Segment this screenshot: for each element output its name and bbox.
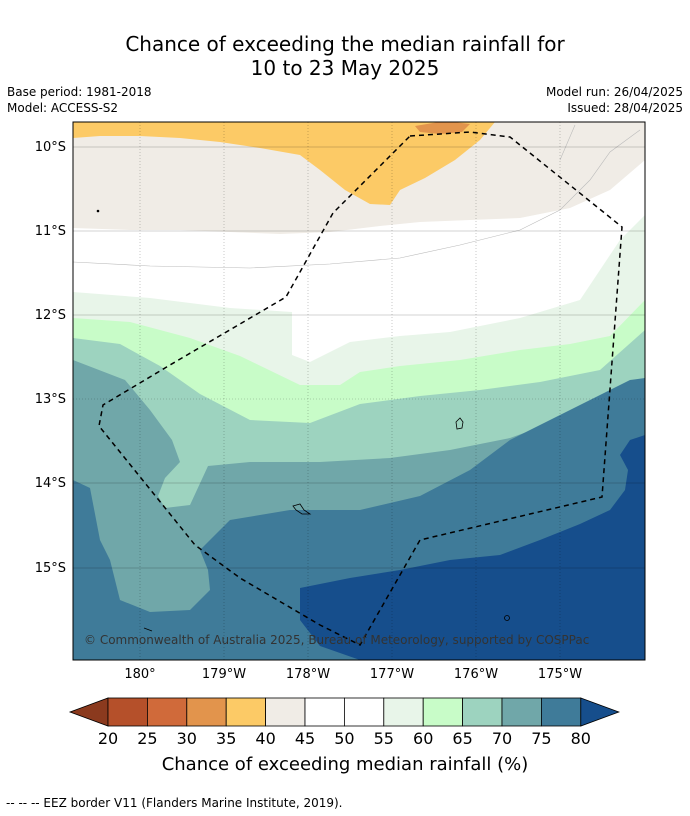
colorbar: 20 25 30 35 40 45 50 55 60 65 70 75 80 bbox=[68, 697, 620, 748]
lat-axis: 10°S 11°S 12°S 13°S 14°S 15°S bbox=[35, 140, 66, 576]
lat-label: 13°S bbox=[35, 392, 66, 407]
issued-date: Issued: 28/04/2025 bbox=[567, 101, 683, 115]
lat-label: 12°S bbox=[35, 308, 66, 323]
islands bbox=[96, 209, 510, 632]
contour-30-35 bbox=[415, 122, 470, 134]
colorbar-tick-label: 65 bbox=[452, 729, 472, 748]
lon-label: 178°W bbox=[286, 667, 330, 682]
colorbar-tick-label: 40 bbox=[255, 729, 275, 748]
lat-label: 14°S bbox=[35, 476, 66, 491]
colorbar-label: Chance of exceeding median rainfall (%) bbox=[162, 754, 529, 775]
colorbar-tick-label: 50 bbox=[334, 729, 354, 748]
island-west bbox=[292, 503, 312, 515]
colorbar-tick-label: 25 bbox=[137, 729, 157, 748]
lon-label: 179°W bbox=[202, 667, 246, 682]
colorbar-tick-label: 80 bbox=[571, 729, 591, 748]
colorbar-segment bbox=[107, 697, 148, 727]
contour-35-40 bbox=[73, 122, 495, 205]
island-reef bbox=[143, 627, 153, 632]
colorbar-segment bbox=[383, 697, 424, 727]
contour-line-40 bbox=[73, 129, 641, 269]
lat-label: 10°S bbox=[35, 140, 66, 155]
map-copyright: © Commonwealth of Australia 2025, Bureau… bbox=[84, 633, 589, 647]
colorbar-tick-label: 70 bbox=[492, 729, 512, 748]
lon-label: 176°W bbox=[454, 667, 498, 682]
colorbar-segment bbox=[422, 697, 464, 727]
model-run-date: Model run: 26/04/2025 bbox=[545, 85, 683, 99]
map-frame bbox=[72, 121, 646, 661]
colorbar-extend-low bbox=[68, 697, 109, 727]
island-islet-north bbox=[96, 209, 100, 213]
colorbar-segment bbox=[304, 697, 345, 727]
lat-label: 11°S bbox=[35, 224, 66, 239]
lon-label: 180° bbox=[124, 667, 155, 682]
lat-label: 15°S bbox=[35, 561, 66, 576]
lon-label: 175°W bbox=[538, 667, 582, 682]
colorbar-tick-label: 75 bbox=[531, 729, 551, 748]
colorbar-extend-high bbox=[580, 697, 620, 727]
lon-label: 177°W bbox=[370, 667, 414, 682]
lon-axis: 180° 179°W 178°W 177°W 176°W 175°W bbox=[124, 667, 582, 682]
colorbar-segment bbox=[225, 697, 266, 727]
colorbar-segment bbox=[343, 697, 385, 727]
colorbar-segment bbox=[541, 697, 582, 727]
colorbar-tick-label: 45 bbox=[295, 729, 315, 748]
colorbar-segment bbox=[462, 697, 503, 727]
contour-above-80 bbox=[300, 435, 645, 660]
chart-title-line1: Chance of exceeding the median rainfall … bbox=[125, 32, 565, 56]
colorbar-tick-label: 55 bbox=[374, 729, 394, 748]
colorbar-tick-label: 30 bbox=[177, 729, 197, 748]
rainfall-map: © Commonwealth of Australia 2025, Bureau… bbox=[35, 121, 646, 775]
island-east bbox=[455, 417, 464, 430]
colorbar-segment bbox=[265, 697, 306, 727]
colorbar-tick-label: 60 bbox=[413, 729, 433, 748]
island-islet-south bbox=[504, 615, 510, 621]
colorbar-segment bbox=[186, 697, 227, 727]
eez-border bbox=[98, 131, 623, 646]
model-name: Model: ACCESS-S2 bbox=[7, 101, 119, 115]
eez-legend-note: -- -- -- EEZ border V11 (Flanders Marine… bbox=[6, 796, 343, 810]
colorbar-tick-label: 35 bbox=[216, 729, 236, 748]
base-period: Base period: 1981-2018 bbox=[7, 85, 152, 99]
map-fill bbox=[73, 122, 645, 660]
chart-title-line2: 10 to 23 May 2025 bbox=[250, 56, 440, 80]
colorbar-segment bbox=[146, 697, 188, 727]
colorbar-tick-label: 20 bbox=[98, 729, 118, 748]
contour-line-45 bbox=[559, 124, 576, 161]
gridlines bbox=[73, 122, 645, 660]
colorbar-segment bbox=[501, 697, 542, 727]
